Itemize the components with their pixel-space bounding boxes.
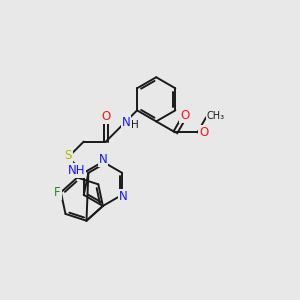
Text: O: O bbox=[180, 109, 189, 122]
Text: N: N bbox=[98, 153, 107, 166]
Text: NH: NH bbox=[68, 164, 85, 177]
Text: F: F bbox=[54, 186, 61, 199]
Text: S: S bbox=[64, 149, 72, 162]
Text: N: N bbox=[119, 190, 128, 203]
Text: CH₃: CH₃ bbox=[206, 111, 224, 121]
Text: N: N bbox=[122, 116, 130, 129]
Text: O: O bbox=[101, 110, 110, 123]
Text: H: H bbox=[131, 120, 139, 130]
Text: O: O bbox=[199, 126, 208, 139]
